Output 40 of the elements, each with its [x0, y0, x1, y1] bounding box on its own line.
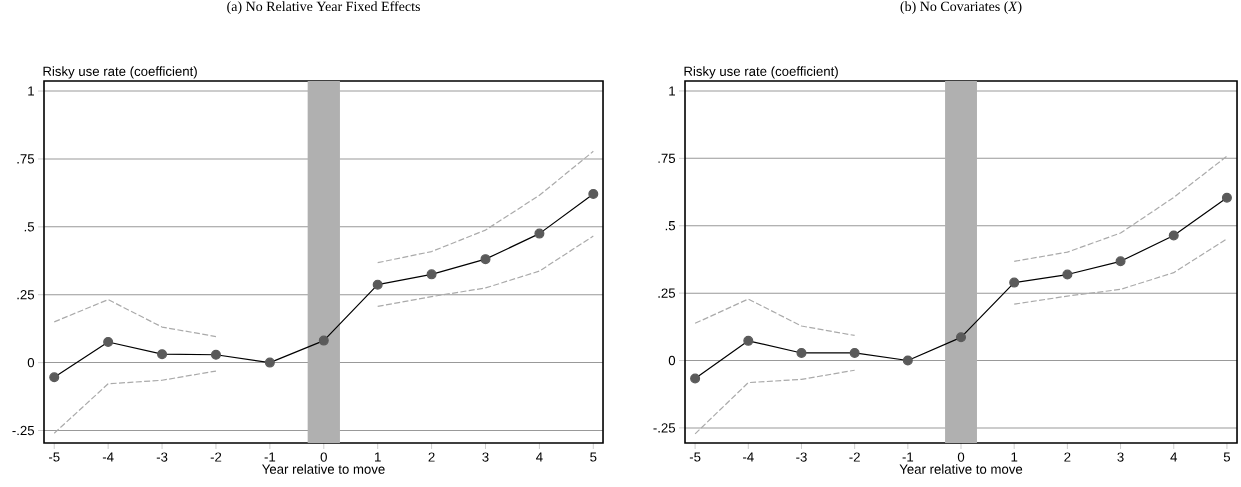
chart-title: (a) No Relative Year Fixed Effects — [227, 1, 420, 14]
x-tick-label: -1 — [264, 452, 276, 462]
x-axis-title: Year relative to move — [262, 464, 385, 474]
x-tick-label: -4 — [743, 452, 754, 462]
y-tick-label: .25 — [17, 290, 35, 300]
y-tick-label: .75 — [658, 153, 676, 163]
y-tick-label: -.25 — [653, 423, 676, 433]
y-tick-label: 1 — [669, 86, 675, 96]
x-tick-label: 2 — [428, 452, 435, 462]
x-tick-label: 0 — [957, 452, 965, 462]
x-tick-label: 1 — [1011, 452, 1018, 462]
y-tick-label: 1 — [28, 86, 34, 96]
y-tick-label: 0 — [668, 355, 676, 366]
x-tick-label: -2 — [210, 452, 222, 462]
x-tick-label: -5 — [48, 452, 60, 462]
x-tick-label: -3 — [796, 452, 807, 462]
x-tick-label: -1 — [902, 452, 914, 462]
x-tick-label: 1 — [375, 452, 381, 462]
x-tick-label: -4 — [102, 452, 114, 462]
x-tick-label: 2 — [1064, 452, 1071, 462]
y-tick-label: .5 — [665, 221, 676, 231]
x-tick-label: 4 — [536, 452, 543, 462]
y-tick-label: .5 — [24, 222, 35, 232]
y-axis-title: Risky use rate (coefficient) — [43, 66, 197, 79]
y-tick-label: -.25 — [12, 425, 35, 436]
chart-title: (b) No Covariates (X) — [900, 1, 1022, 14]
x-tick-label: 5 — [590, 452, 597, 462]
x-axis-title: Year relative to move — [899, 464, 1023, 474]
x-tick-label: -5 — [689, 452, 701, 462]
x-tick-label: 5 — [1223, 452, 1231, 462]
y-tick-label: .25 — [658, 288, 676, 298]
x-tick-label: -2 — [849, 452, 860, 462]
y-axis-title: Risky use rate (coefficient) — [684, 66, 838, 79]
x-tick-label: 4 — [1170, 452, 1178, 462]
y-tick-label: 0 — [27, 357, 35, 368]
x-tick-label: 3 — [1117, 452, 1124, 462]
x-tick-label: 3 — [482, 452, 489, 462]
x-tick-label: 0 — [320, 452, 327, 462]
y-tick-label: .75 — [17, 154, 35, 164]
x-tick-label: -3 — [156, 452, 168, 462]
